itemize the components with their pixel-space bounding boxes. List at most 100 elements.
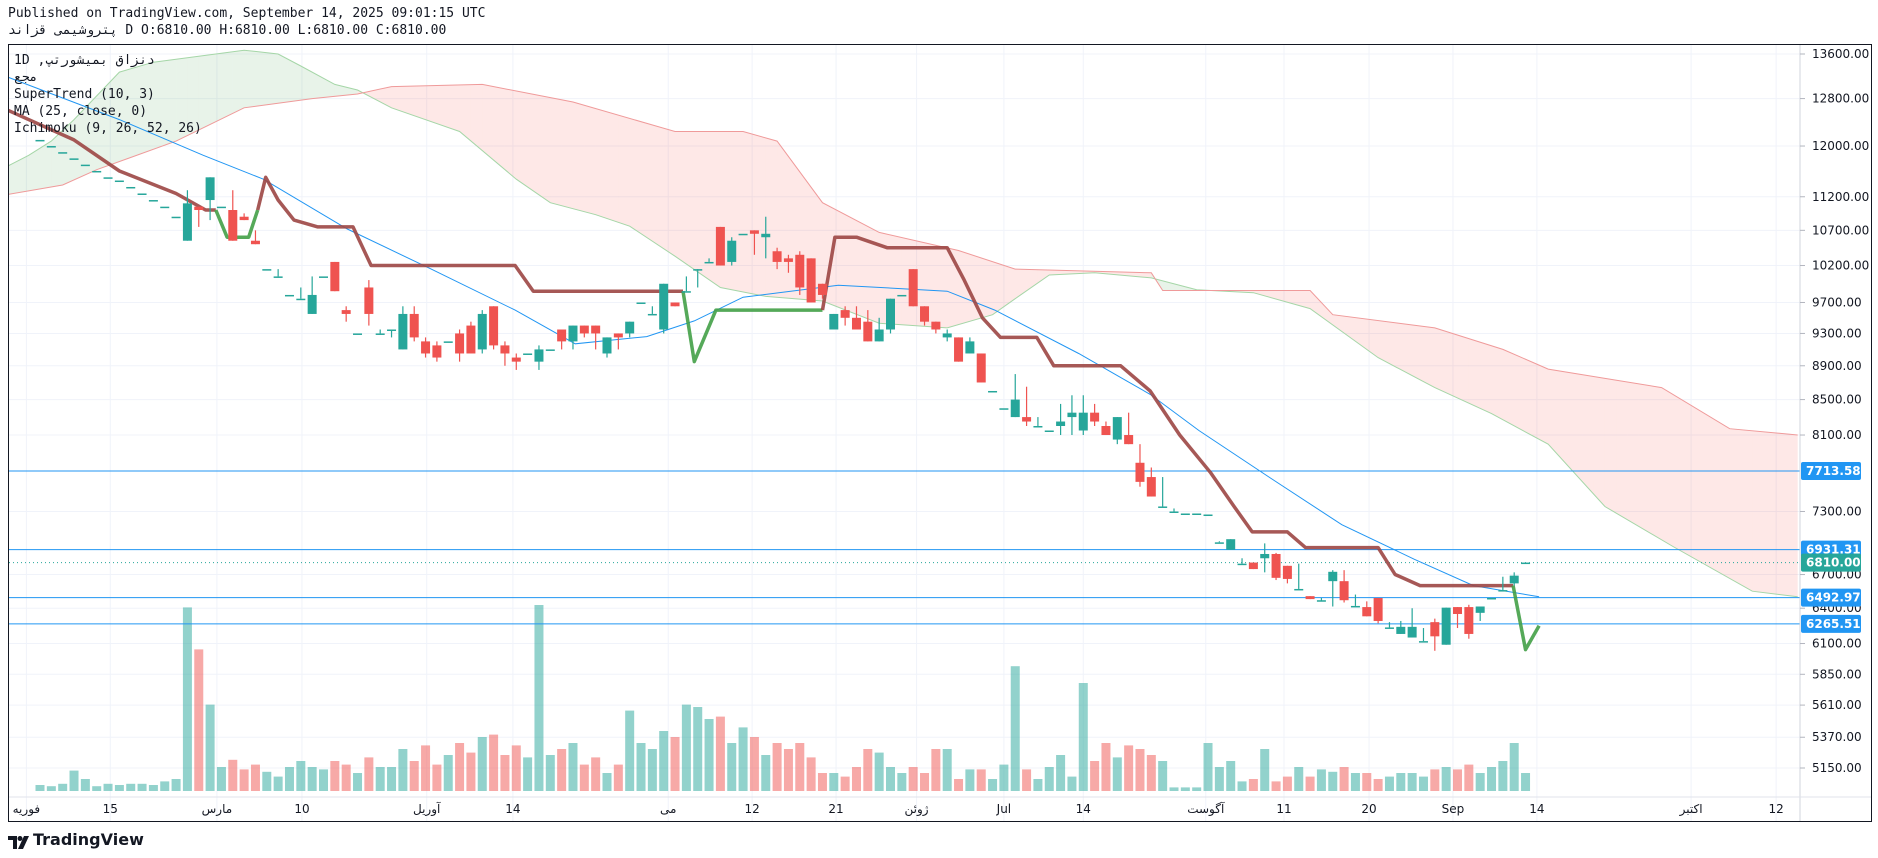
cloud-segment: [924, 242, 936, 328]
price-tick-label: 12000.00: [1812, 139, 1869, 153]
price-axis[interactable]: 13600.00 12800.00 12000.00 11200.00 10700.00…: [1800, 47, 1869, 775]
candle: [500, 341, 510, 366]
candle-body: [965, 341, 975, 354]
volume-bar: [625, 710, 635, 791]
volume-bar: [1260, 749, 1270, 791]
volume-bar: [908, 767, 918, 791]
cloud-segment: [210, 53, 222, 125]
candle: [46, 146, 56, 148]
candle: [636, 302, 646, 304]
candle-body: [1135, 462, 1145, 482]
cloud-segment: [1763, 431, 1776, 595]
volume-bar: [398, 749, 408, 791]
volume-bar: [307, 767, 317, 791]
candle-body: [1498, 590, 1508, 592]
candle: [284, 294, 294, 297]
price-tick-label: 9700.00: [1812, 295, 1862, 309]
cloud-segment: [1446, 331, 1458, 398]
grid: [9, 45, 1800, 821]
volume-bar: [1339, 767, 1349, 791]
time-tick-label: 11: [1276, 802, 1291, 816]
time-axis[interactable]: فوریه 15 مارس 10 آوریل 14 می 12 21 ژوئن Jul 14 آگوست…: [13, 801, 1784, 817]
volume-bar: [545, 755, 555, 791]
cloud-segment: [1321, 302, 1333, 325]
legend-supertrend[interactable]: SuperTrend (10, 3): [14, 87, 155, 102]
legend-title[interactable]: 1D ,دنزاق بمیشورتپ: [14, 53, 155, 68]
cloud-segment: [1786, 433, 1798, 597]
tradingview-brand[interactable]: TradingView: [8, 830, 144, 849]
volume-bar: [976, 769, 986, 791]
volume-bar: [1282, 776, 1292, 791]
cloud-segment: [731, 131, 744, 292]
cloud-segment: [550, 97, 562, 206]
cloud-segment: [1718, 421, 1730, 579]
candle-body: [1339, 581, 1349, 601]
candle: [126, 186, 136, 189]
volume-bar: [863, 749, 873, 791]
time-tick-label: مارس: [202, 802, 233, 817]
cloud-segment: [1775, 432, 1787, 596]
cloud-segment: [686, 131, 698, 272]
candle: [523, 353, 533, 355]
volume-bar: [1316, 769, 1326, 791]
cloud-segment: [391, 86, 403, 112]
legend-ichimoku[interactable]: Ichimoku (9, 26, 52, 26): [14, 121, 202, 136]
candle: [568, 325, 578, 350]
volume-bar: [829, 773, 839, 791]
candle: [182, 190, 192, 241]
cloud-segment: [641, 121, 653, 242]
cloud-segment: [572, 102, 585, 212]
volume-bar: [886, 767, 895, 791]
volume-bar: [1056, 755, 1066, 791]
cloud-segment: [244, 50, 256, 108]
candle-body: [602, 337, 612, 354]
candle: [1101, 421, 1111, 436]
candle: [715, 226, 725, 266]
candle: [829, 313, 839, 330]
cloud-segment: [822, 202, 834, 306]
cloud-segment: [1661, 387, 1673, 547]
supertrend-up-line: [1511, 585, 1541, 652]
candle: [874, 317, 884, 342]
price-tick-label: 8500.00: [1812, 393, 1862, 407]
cloud-segment: [969, 254, 982, 322]
horizontal-levels[interactable]: [9, 470, 1800, 625]
cloud-segment: [1366, 319, 1379, 358]
candle-body: [1282, 565, 1292, 579]
candle: [602, 337, 612, 358]
candle: [931, 321, 941, 334]
volume-bars: [35, 605, 1531, 791]
candle: [1078, 395, 1088, 436]
level-badge: [1801, 614, 1861, 633]
cloud-segment: [368, 89, 381, 102]
cloud-segment: [1695, 407, 1707, 566]
cloud-segment: [164, 59, 177, 146]
candle: [1396, 620, 1406, 634]
cloud-segment: [1491, 345, 1503, 420]
candle: [194, 206, 204, 227]
candle: [795, 251, 805, 295]
legend-ma[interactable]: MA (25, close, 0): [14, 104, 148, 119]
volume-bar: [353, 773, 363, 791]
candle-body: [1294, 588, 1304, 591]
cloud-segment: [1389, 322, 1401, 370]
candle: [1441, 607, 1451, 645]
cloud-segment: [1741, 429, 1753, 592]
price-tick-label: 8900.00: [1812, 359, 1862, 373]
cloud-segment: [1423, 326, 1435, 388]
cloud-segment: [527, 93, 539, 195]
cloud-segment: [380, 86, 392, 108]
candle-body: [1248, 562, 1258, 570]
volume-bar: [216, 767, 226, 791]
volume-bar: [443, 755, 453, 791]
cloud-segment: [448, 84, 460, 132]
candle-body: [114, 180, 124, 183]
volume-bar: [273, 776, 283, 791]
candle-body: [908, 269, 918, 307]
price-tick-label: 10200.00: [1812, 259, 1869, 273]
candle: [511, 353, 521, 370]
candles: [35, 139, 1531, 651]
level-badge-label: 6265.51: [1806, 617, 1861, 631]
price-tick-label: 7300.00: [1812, 504, 1862, 518]
